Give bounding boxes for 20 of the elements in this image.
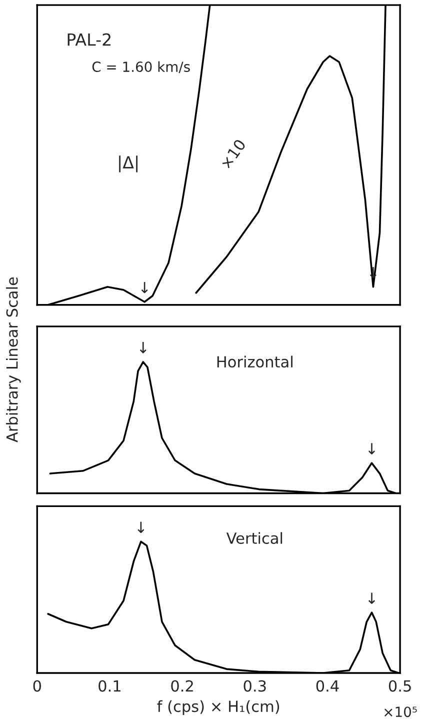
annotation: ↓ [141, 282, 148, 294]
annotation: PAL-2 [68, 33, 110, 46]
x-tick-label: 0.4 [316, 680, 339, 692]
annotation: ↓ [140, 342, 146, 354]
annotation: Horizontal [217, 356, 292, 368]
annotation: |Δ| [119, 156, 138, 172]
x-tick-label: 0.1 [98, 680, 120, 692]
x-tick-label: 0.2 [171, 680, 193, 692]
annotation: Vertical [226, 532, 282, 544]
x-tick-label: 0.5 [388, 680, 411, 692]
annotation: C = 1.60 km/s [92, 61, 190, 74]
annotation: ↓ [368, 592, 376, 604]
text: ×10⁵ [384, 706, 417, 718]
x-axis-title: f (cps) × H₁(cm) [157, 700, 280, 716]
y-axis-title: Arbitrary Linear Scale [6, 277, 21, 442]
annotation: ↓ [370, 266, 376, 278]
annotation: ↓ [138, 522, 144, 533]
x-tick-label: 0 [33, 680, 41, 692]
x-tick-label: 0.3 [244, 680, 266, 692]
annotation: ↓ [368, 443, 376, 454]
